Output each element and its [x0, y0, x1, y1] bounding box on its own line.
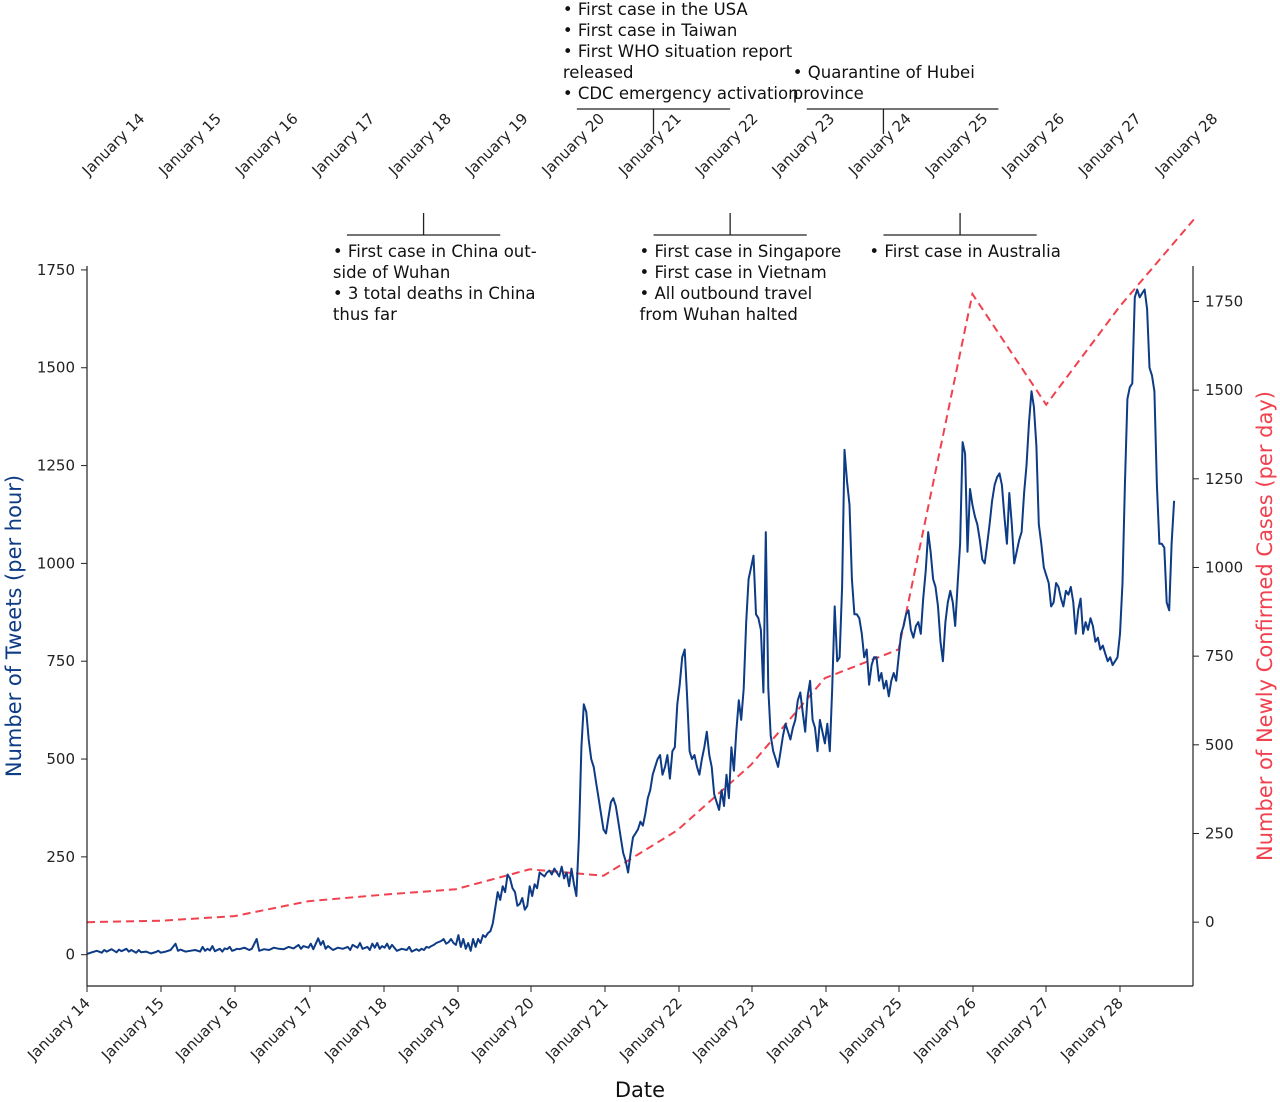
annotation-line: • First case in Vietnam — [640, 263, 827, 282]
top-date-label: January 26 — [998, 110, 1069, 181]
right-tick-label: 1250 — [1205, 470, 1243, 488]
annotation-line: • All outbound travel — [640, 284, 813, 303]
annotation-line: thus far — [333, 305, 397, 324]
annotation-line: • First case in the USA — [563, 0, 749, 19]
left-tick-label: 1500 — [37, 359, 75, 377]
right-y-axis-title: Number of Newly Confirmed Cases (per day… — [1253, 391, 1277, 861]
left-tick-label: 500 — [46, 750, 75, 768]
right-tick-label: 0 — [1205, 913, 1215, 931]
bottom-tick-label: January 16 — [171, 994, 242, 1065]
annotation-line: • First case in Australia — [869, 242, 1060, 261]
right-tick-label: 1500 — [1205, 381, 1243, 399]
bottom-tick-label: January 14 — [23, 994, 94, 1065]
annotation-line: • First case in Singapore — [640, 242, 842, 261]
left-y-axis-title: Number of Tweets (per hour) — [2, 475, 26, 777]
bottom-tick-label: January 19 — [394, 994, 465, 1065]
bottom-tick-label: January 21 — [541, 994, 612, 1065]
bottom-tick-label: January 24 — [762, 994, 833, 1065]
top-date-axis: January 14 January 15 January 16 January 17… — [78, 110, 1222, 181]
bottom-tick-label: January 23 — [688, 994, 759, 1065]
annotation-line: • 3 total deaths in China — [333, 284, 536, 303]
left-tick-label: 750 — [46, 652, 75, 670]
bottom-tick-label: January 28 — [1056, 994, 1127, 1065]
left-tick-label: 1250 — [37, 457, 75, 475]
top-date-label: January 19 — [461, 110, 532, 181]
tweets-series-line — [86, 288, 1176, 955]
top-date-label: January 22 — [691, 110, 762, 181]
event-annotations: • First case in the USA • First case in T… — [333, 0, 1061, 324]
annotation-line: • First WHO situation report — [563, 42, 793, 61]
top-date-label: January 25 — [921, 110, 992, 181]
top-date-label: January 16 — [231, 110, 302, 181]
annotation-line: from Wuhan halted — [640, 305, 798, 324]
left-tick-label: 0 — [65, 946, 75, 964]
annotation-line: released — [563, 63, 634, 82]
top-date-label: January 23 — [768, 110, 839, 181]
top-date-label: January 17 — [308, 110, 379, 181]
top-date-label: January 14 — [78, 110, 149, 181]
bottom-tick-label: January 27 — [982, 994, 1053, 1065]
annotation-line: • Quarantine of Hubei — [793, 63, 975, 82]
annotation-line: side of Wuhan — [333, 263, 450, 282]
top-date-label: January 27 — [1074, 110, 1145, 181]
bottom-tick-label: January 20 — [467, 994, 538, 1065]
left-tick-label: 1000 — [37, 554, 75, 572]
annotation-line: • First case in China out- — [333, 242, 537, 261]
axes: 0 250 500 750 1000 1250 1500 1750 0 250 500 750 1000… — [23, 261, 1243, 1065]
right-tick-label: 750 — [1205, 647, 1234, 665]
top-date-label: January 20 — [538, 110, 609, 181]
bottom-tick-label: January 25 — [835, 994, 906, 1065]
left-tick-label: 1750 — [37, 261, 75, 279]
top-date-label: January 18 — [384, 110, 455, 181]
top-date-label: January 28 — [1151, 110, 1222, 181]
right-tick-label: 250 — [1205, 824, 1234, 842]
annotation-line: • CDC emergency activation — [563, 84, 799, 103]
top-date-label: January 15 — [154, 110, 225, 181]
right-tick-label: 1000 — [1205, 558, 1243, 576]
bottom-tick-label: January 17 — [246, 994, 317, 1065]
cases-series-line — [86, 218, 1195, 924]
right-tick-label: 500 — [1205, 736, 1234, 754]
bottom-tick-label: January 15 — [97, 994, 168, 1065]
top-date-label: January 24 — [844, 110, 915, 181]
annotation-line: • First case in Taiwan — [563, 21, 738, 40]
top-date-label: January 21 — [614, 110, 685, 181]
annotation-line: province — [793, 84, 864, 103]
bottom-tick-label: January 22 — [615, 994, 686, 1065]
right-tick-label: 1750 — [1205, 292, 1243, 310]
bottom-tick-label: January 18 — [320, 994, 391, 1065]
left-tick-label: 250 — [46, 848, 75, 866]
x-axis-title: Date — [615, 1078, 665, 1102]
plot-area — [86, 218, 1195, 955]
bottom-tick-label: January 26 — [909, 994, 980, 1065]
